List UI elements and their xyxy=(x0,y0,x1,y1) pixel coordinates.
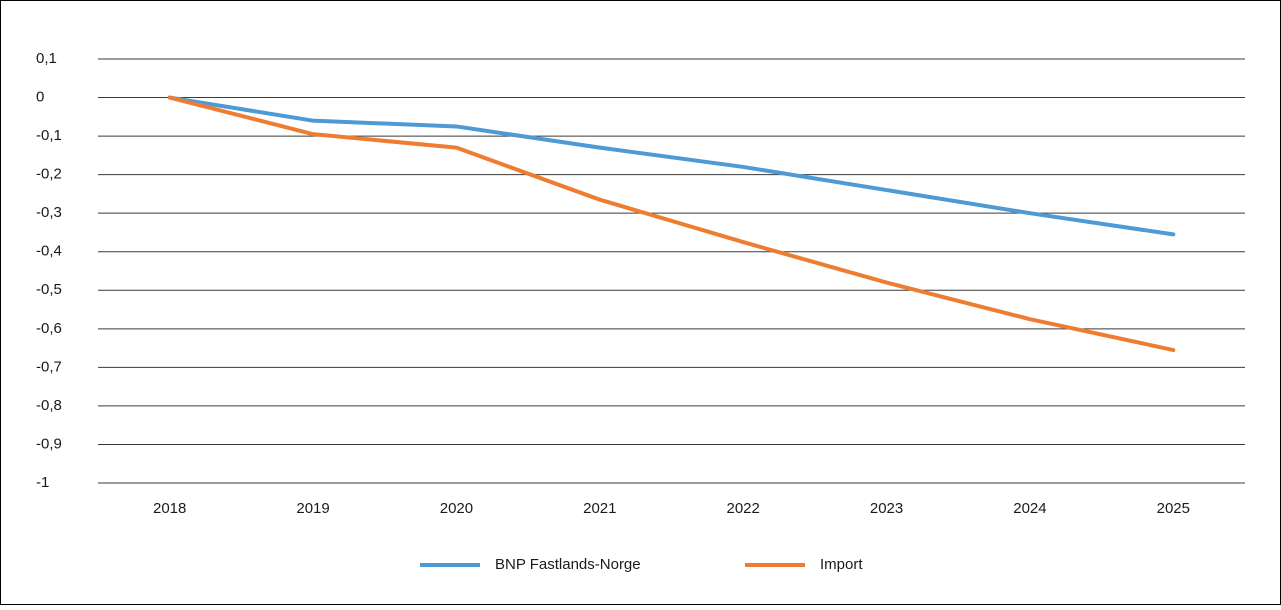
x-tick-label: 2024 xyxy=(1013,500,1046,517)
y-tick-label: -0,6 xyxy=(36,320,62,337)
legend-label: Import xyxy=(820,556,863,573)
legend-label: BNP Fastlands-Norge xyxy=(495,556,641,573)
x-tick-label: 2021 xyxy=(583,500,616,517)
y-tick-label: -0,3 xyxy=(36,204,62,221)
y-tick-label: 0 xyxy=(36,89,44,106)
x-tick-label: 2019 xyxy=(296,500,329,517)
x-tick-label: 2022 xyxy=(727,500,760,517)
y-tick-label: -0,8 xyxy=(36,397,62,414)
y-tick-label: -0,9 xyxy=(36,435,62,452)
x-tick-label: 2025 xyxy=(1157,500,1190,517)
y-tick-label: -0,4 xyxy=(36,243,62,260)
y-tick-label: -0,1 xyxy=(36,127,62,144)
y-tick-label: -0,7 xyxy=(36,358,62,375)
y-tick-label: -0,5 xyxy=(36,281,62,298)
y-tick-label: -0,2 xyxy=(36,166,62,183)
y-tick-label: 0,1 xyxy=(36,50,57,67)
x-tick-label: 2018 xyxy=(153,500,186,517)
data-line xyxy=(167,95,1176,353)
y-tick-label: -1 xyxy=(36,474,49,491)
data-line xyxy=(167,95,1176,237)
x-tick-label: 2023 xyxy=(870,500,903,517)
x-tick-label: 2020 xyxy=(440,500,473,517)
